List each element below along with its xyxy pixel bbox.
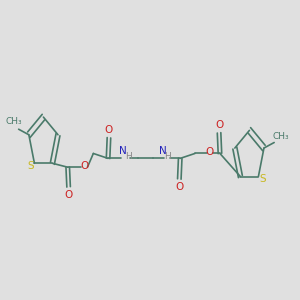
Text: O: O [81,161,89,171]
Text: H: H [125,152,132,161]
Text: CH₃: CH₃ [5,117,22,126]
Text: N: N [119,146,127,155]
Text: CH₃: CH₃ [272,132,289,141]
Text: O: O [206,147,214,157]
Text: S: S [27,161,34,171]
Text: N: N [159,146,167,155]
Text: H: H [164,152,171,161]
Text: O: O [175,182,183,192]
Text: O: O [105,125,113,135]
Text: O: O [215,120,223,130]
Text: S: S [259,174,266,184]
Text: O: O [64,190,73,200]
